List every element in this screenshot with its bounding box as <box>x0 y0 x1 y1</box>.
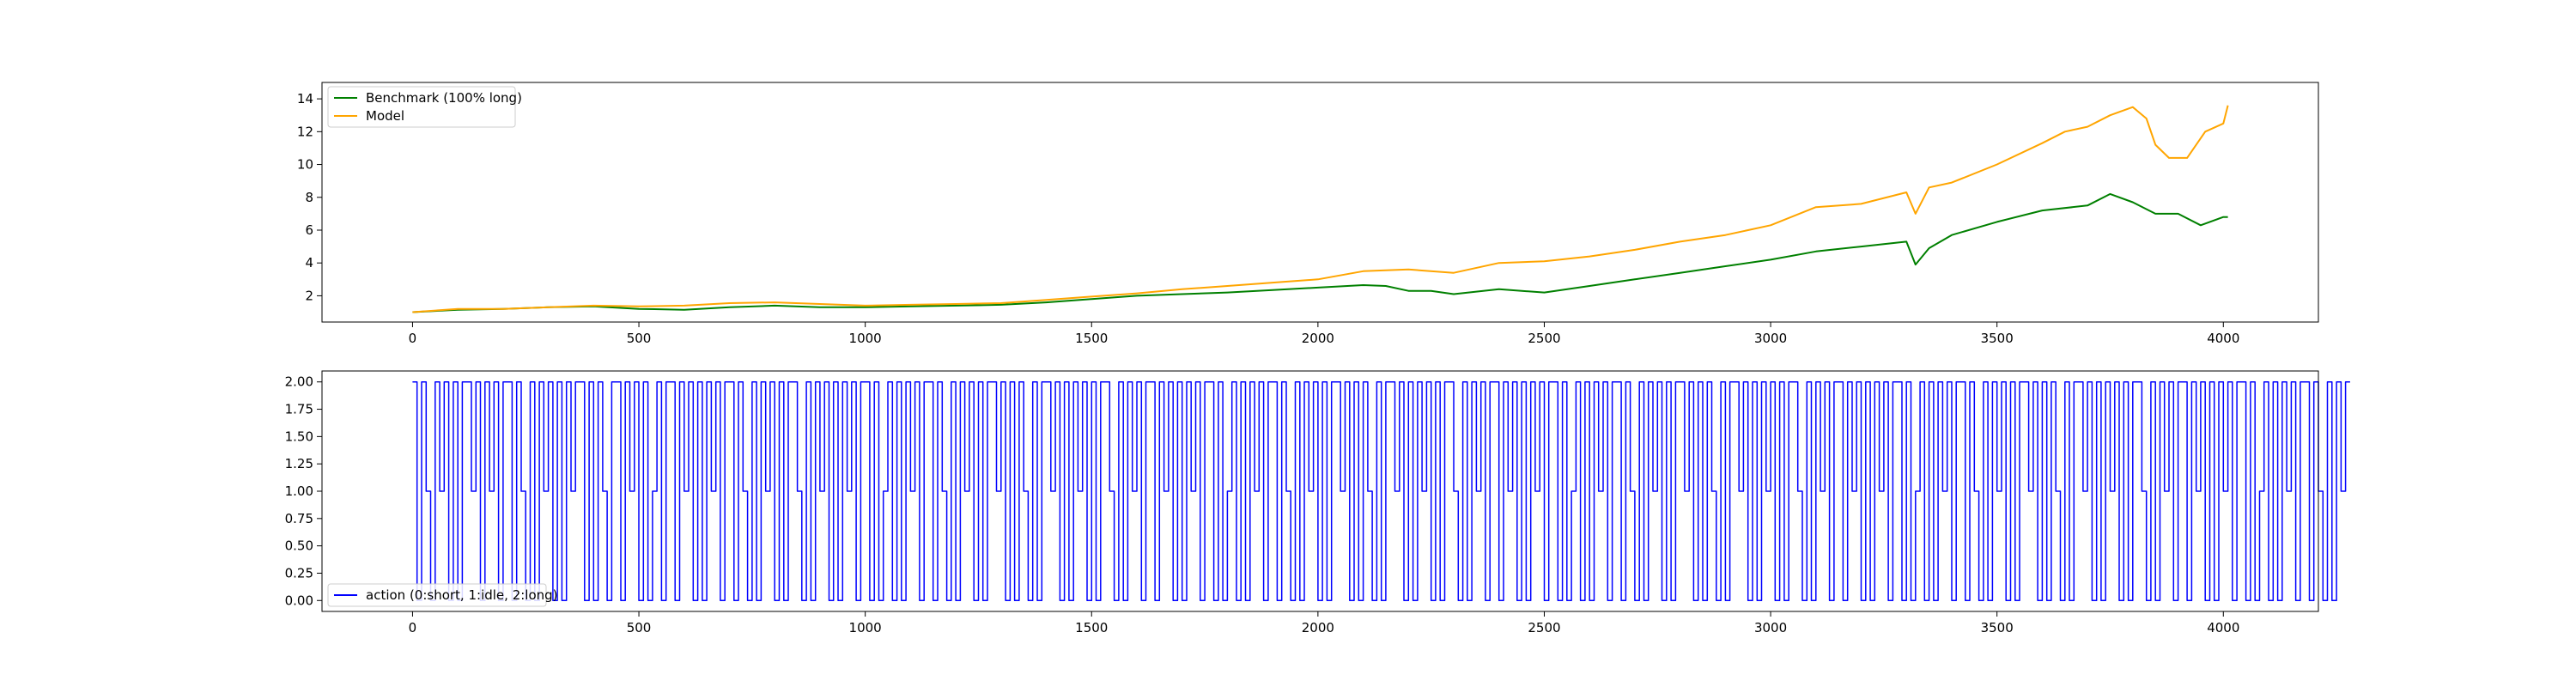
bottom-y-tick-label: 0.50 <box>285 538 313 554</box>
top-x-tick-label: 2500 <box>1528 331 1560 346</box>
top-x-tick-label: 2000 <box>1302 331 1334 346</box>
bottom-x-tick-label: 0 <box>409 620 417 635</box>
top-y-tick-label: 6 <box>305 222 313 238</box>
bottom-x-tick-label: 4000 <box>2207 620 2239 635</box>
top-plot-frame <box>321 82 2319 323</box>
top-x-tick-label: 3500 <box>1981 331 2014 346</box>
top-subplot: 0 500 1000 1500 2000 2500 3000 3500 4000 2 4 6 8 10 1… <box>297 82 2319 346</box>
bottom-y-tick-label: 0.00 <box>285 593 313 608</box>
top-y-tick-label: 8 <box>305 190 313 205</box>
top-x-tick-label: 0 <box>409 331 417 346</box>
bottom-y-tick-label: 1.75 <box>285 402 313 417</box>
top-legend: Benchmark (100% long) Model <box>327 86 522 128</box>
bottom-x-tick-label: 2500 <box>1528 620 1560 635</box>
legend-label-model: Model <box>366 108 404 124</box>
top-y-tick-label: 14 <box>297 91 313 106</box>
bottom-y-tick-label: 2.00 <box>285 374 313 390</box>
bottom-x-axis-ticks: 0 500 1000 1500 2000 2500 3000 3500 4000 <box>409 611 2239 635</box>
bottom-x-tick-label: 1500 <box>1075 620 1108 635</box>
bottom-series-line <box>412 380 2350 602</box>
top-x-tick-label: 1500 <box>1075 331 1108 346</box>
bottom-x-tick-label: 500 <box>627 620 652 635</box>
top-series-lines <box>412 105 2229 313</box>
bottom-y-tick-label: 0.25 <box>285 565 313 581</box>
bottom-legend-box <box>327 583 547 607</box>
legend-label-action: action (0:short, 1:idle, 2:long) <box>366 587 558 603</box>
top-x-axis-ticks: 0 500 1000 1500 2000 2500 3000 3500 4000 <box>409 322 2239 346</box>
bottom-x-tick-label: 2000 <box>1302 620 1334 635</box>
top-x-tick-label: 1000 <box>849 331 882 346</box>
top-series-line-0 <box>412 192 2228 313</box>
top-y-tick-label: 2 <box>305 288 313 303</box>
bottom-legend: action (0:short, 1:idle, 2:long) <box>327 583 558 607</box>
bottom-x-tick-label: 1000 <box>849 620 882 635</box>
bottom-y-tick-label: 1.00 <box>285 483 313 499</box>
bottom-y-tick-label: 1.25 <box>285 456 313 471</box>
top-y-axis-ticks: 2 4 6 8 10 12 14 <box>297 91 322 303</box>
top-x-tick-label: 500 <box>627 331 652 346</box>
top-x-tick-label: 4000 <box>2207 331 2239 346</box>
top-x-tick-label: 3000 <box>1754 331 1787 346</box>
bottom-y-tick-label: 0.75 <box>285 511 313 526</box>
bottom-subplot: 0 500 1000 1500 2000 2500 3000 3500 4000 0.00 0.2… <box>285 370 2350 635</box>
bottom-x-tick-label: 3500 <box>1981 620 2014 635</box>
bottom-y-axis-ticks: 0.00 0.25 0.50 0.75 1.00 1.25 1.50 1.75 2.00 <box>285 374 322 608</box>
top-legend-box <box>327 86 516 128</box>
bottom-x-tick-label: 3000 <box>1754 620 1787 635</box>
bottom-y-tick-label: 1.50 <box>285 429 313 444</box>
legend-label-benchmark: Benchmark (100% long) <box>366 90 522 106</box>
bottom-series-line-0 <box>412 380 2350 602</box>
top-y-tick-label: 10 <box>297 157 313 173</box>
top-series-line-1 <box>412 105 2229 313</box>
top-y-tick-label: 4 <box>305 255 313 271</box>
top-y-tick-label: 12 <box>297 124 313 139</box>
